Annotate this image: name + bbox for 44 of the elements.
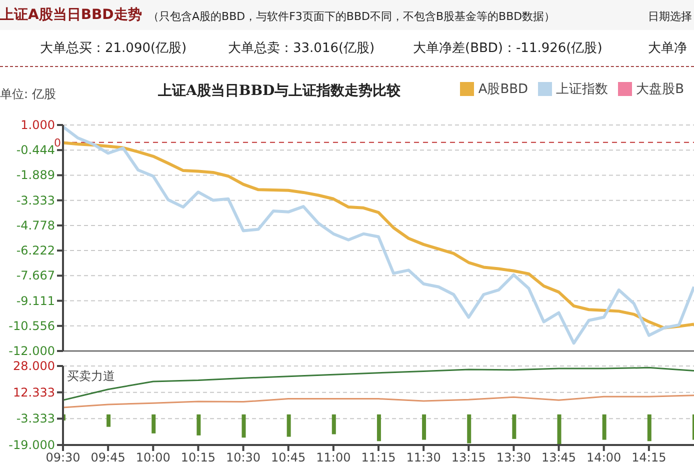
x-tick-label: 11:15 xyxy=(361,450,396,465)
x-tick-label: 10:45 xyxy=(271,450,306,465)
legend-label: 上证指数 xyxy=(556,82,608,97)
legend-label: 大盘股B xyxy=(636,82,684,97)
x-tick-label: 14:00 xyxy=(586,450,622,465)
x-tick-label: 13:45 xyxy=(541,450,576,465)
x-tick-label: 10:00 xyxy=(136,450,170,465)
y-tick-label: 28.000 xyxy=(13,359,55,373)
legend-label: A股BBD xyxy=(478,82,528,97)
y-tick-label: -4.778 xyxy=(16,218,55,232)
text: 大单总卖：33.016(亿股) xyxy=(228,40,375,57)
y-tick-label: 12.333 xyxy=(13,385,55,400)
y-tick-label: -3.333 xyxy=(16,412,55,426)
x-tick-label: 13:15 xyxy=(451,450,486,465)
line-series xyxy=(63,394,694,408)
y-tick-label: -3.333 xyxy=(16,193,55,208)
x-tick-label: 09:45 xyxy=(90,450,126,465)
text: 大单总买：21.090(亿股) xyxy=(40,40,187,57)
y-tick-label: -10.556 xyxy=(8,318,55,333)
y-tick-label: -9.111 xyxy=(16,294,55,308)
x-tick-label: 09:30 xyxy=(46,450,80,465)
x-tick-label: 11:30 xyxy=(406,450,441,465)
y-tick-label: -19.000 xyxy=(8,438,55,452)
x-tick-label: 10:30 xyxy=(226,450,261,465)
text: 大单净差(BBD)：-11.926(亿股) xyxy=(413,40,602,57)
y-tick-label: -1.889 xyxy=(16,168,55,182)
y-tick-label: -0.444 xyxy=(16,143,55,158)
y-axis-title: 单位: 亿股 xyxy=(0,86,56,103)
y-tick-label: 1.000 xyxy=(20,118,55,132)
y-tick-label: -12.000 xyxy=(8,344,55,358)
text: （只包含A股的BBD，与软件F3页面下的BBD不同，不包含B股基金等的BBD数据） xyxy=(148,9,556,24)
x-tick-label: 10:15 xyxy=(180,450,216,465)
x-tick-label: 11:00 xyxy=(316,450,351,465)
y-tick-label: -6.222 xyxy=(16,244,55,258)
line-series xyxy=(63,366,694,401)
chart-title: 上证A股当日BBD与上证指数走势比较 xyxy=(158,82,401,100)
text: 上证A股当日BBD走势 xyxy=(0,6,142,24)
chart-title: 买卖力道 xyxy=(67,368,115,385)
text: 日期选择 xyxy=(648,9,692,24)
x-tick-label: 13:30 xyxy=(496,450,532,465)
ref-line-label: 0 xyxy=(54,136,61,150)
text: 大单净 xyxy=(648,40,687,57)
x-tick-label: 14:15 xyxy=(632,450,666,465)
y-tick-label: -7.667 xyxy=(16,268,55,283)
